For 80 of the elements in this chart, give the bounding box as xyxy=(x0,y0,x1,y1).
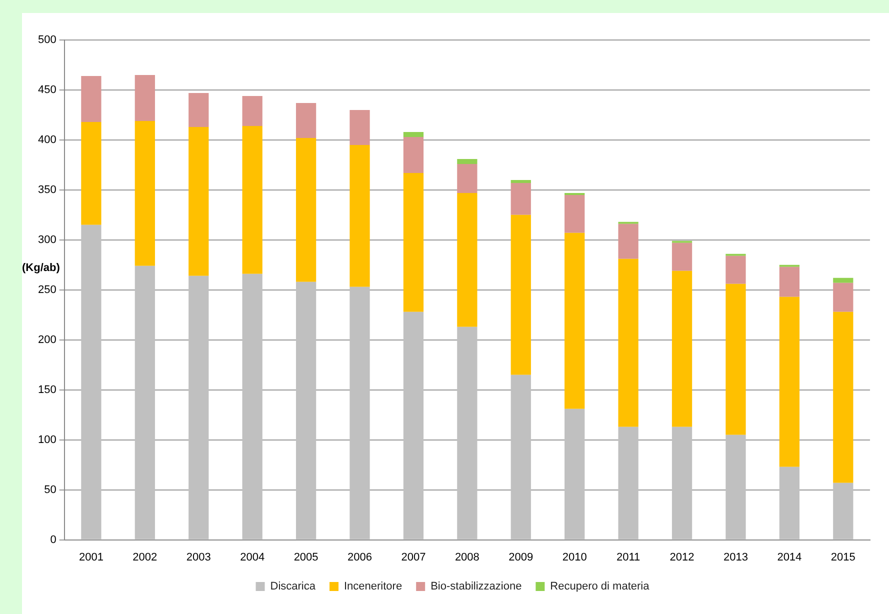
x-tick-label: 2001 xyxy=(78,551,104,564)
y-tick-label: 0 xyxy=(50,534,56,546)
y-tick-label: 400 xyxy=(38,134,56,146)
bar xyxy=(81,122,102,225)
y-tick-label: 250 xyxy=(38,284,56,296)
y-tick-label: 150 xyxy=(38,384,56,396)
bar xyxy=(779,296,800,467)
bar xyxy=(134,74,155,121)
bar xyxy=(510,214,531,375)
bar xyxy=(350,144,370,287)
bar xyxy=(81,224,102,540)
x-tick-label: 2009 xyxy=(508,551,534,564)
bar xyxy=(81,76,102,122)
bar xyxy=(833,282,854,312)
bar xyxy=(188,92,209,127)
bar xyxy=(510,180,531,183)
bar xyxy=(242,96,262,126)
x-tick-label: 2002 xyxy=(132,551,158,564)
bar xyxy=(188,276,209,540)
bar xyxy=(564,408,585,540)
bar xyxy=(510,182,531,215)
x-tick-label: 2004 xyxy=(240,551,265,564)
y-tick-label: 350 xyxy=(38,184,56,196)
bar xyxy=(564,232,585,409)
x-tick-label: 2015 xyxy=(830,551,856,564)
bar xyxy=(726,256,746,284)
bar xyxy=(350,286,370,540)
bar xyxy=(779,466,800,540)
bar xyxy=(403,312,424,540)
bar xyxy=(672,426,692,540)
bar xyxy=(618,224,638,259)
x-tick-label: 2003 xyxy=(186,551,211,564)
bar xyxy=(564,194,585,233)
bar xyxy=(296,138,316,282)
bar xyxy=(134,120,155,266)
bar xyxy=(242,126,262,274)
bar xyxy=(833,482,854,540)
y-tick-label: 500 xyxy=(38,34,56,46)
legend-label: Recupero di materia xyxy=(550,580,650,593)
bar xyxy=(403,136,424,173)
legend-label: Discarica xyxy=(270,580,316,593)
bar xyxy=(726,284,746,435)
bar xyxy=(403,172,424,312)
bar xyxy=(779,266,800,297)
bar xyxy=(188,126,209,276)
x-tick-label: 2014 xyxy=(777,551,802,564)
bar xyxy=(457,164,478,193)
y-tick-label: 50 xyxy=(44,484,56,496)
bar xyxy=(672,242,692,271)
y-tick-label: 300 xyxy=(38,234,56,246)
bar xyxy=(242,274,262,540)
bar xyxy=(403,132,424,137)
bar xyxy=(672,270,692,427)
bar xyxy=(510,374,531,540)
bar xyxy=(618,258,638,427)
legend-label: Inceneritore xyxy=(344,580,402,593)
y-tick-label: 200 xyxy=(38,334,56,346)
bar xyxy=(457,326,478,540)
bar xyxy=(134,266,155,540)
bar xyxy=(457,158,478,164)
bar xyxy=(618,426,638,540)
y-tick-label: 450 xyxy=(38,84,56,96)
x-tick-label: 2008 xyxy=(454,551,480,564)
x-tick-label: 2012 xyxy=(670,551,694,564)
x-tick-label: 2006 xyxy=(348,551,372,564)
y-axis-title: (Kg/ab) xyxy=(22,262,60,274)
x-tick-label: 2010 xyxy=(562,551,587,564)
x-tick-label: 2011 xyxy=(616,551,640,564)
bar xyxy=(296,282,316,540)
bar xyxy=(726,434,746,540)
bar xyxy=(296,102,316,138)
legend-label: Bio-stabilizzazione xyxy=(430,580,522,593)
bar xyxy=(350,110,370,145)
x-tick-label: 2007 xyxy=(401,551,426,564)
x-tick-label: 2013 xyxy=(723,551,748,564)
bar xyxy=(457,192,478,327)
bar xyxy=(833,278,854,283)
x-tick-label: 2005 xyxy=(294,551,318,564)
bar xyxy=(833,312,854,483)
y-tick-label: 100 xyxy=(38,434,56,446)
